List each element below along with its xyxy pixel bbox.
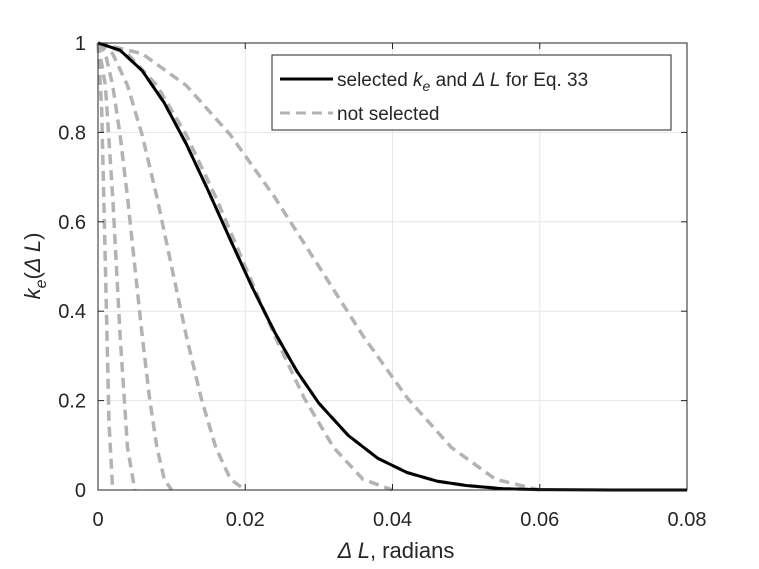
series-line-not-selected [96,42,137,491]
y-tick-label: 0.2 [58,391,86,413]
series-line-not-selected [96,42,115,491]
y-axis-label: ke(Δ L) [20,233,50,300]
y-tick-label: 1 [75,33,86,55]
x-axis-label-text: , radians [370,538,454,563]
legend-label-selected: selected ke and Δ L for Eq. 33 [337,70,588,94]
series-line-selected [97,41,687,492]
series-group [96,41,687,492]
legend: selected ke and Δ L for Eq. 33 not selec… [271,54,672,131]
legend-label-not-selected: not selected [337,104,439,125]
y-tick-label: 0.6 [58,212,86,234]
legend-box [271,54,672,131]
x-tick-label: 0.02 [226,509,265,531]
y-tick-label: 0.4 [58,301,86,323]
x-tick-label: 0 [92,509,103,531]
x-tick-label: 0.08 [668,509,707,531]
y-tick-label: 0.8 [58,122,86,144]
series-line-not-selected [97,41,541,492]
x-tick-label: 0.06 [520,509,559,531]
x-tick-label: 0.04 [373,509,412,531]
series-line-not-selected [97,41,394,492]
series-line-not-selected [96,41,247,492]
x-axis-label-symbol: Δ L [337,538,370,563]
y-tick-label: 0 [75,480,86,502]
series-line-not-selected [96,42,174,491]
ticks: 0 0.02 0.04 0.06 0.08 0 0.2 0.4 0.6 0.8 1 [58,33,706,531]
x-axis-label: Δ L, radians [337,538,455,563]
